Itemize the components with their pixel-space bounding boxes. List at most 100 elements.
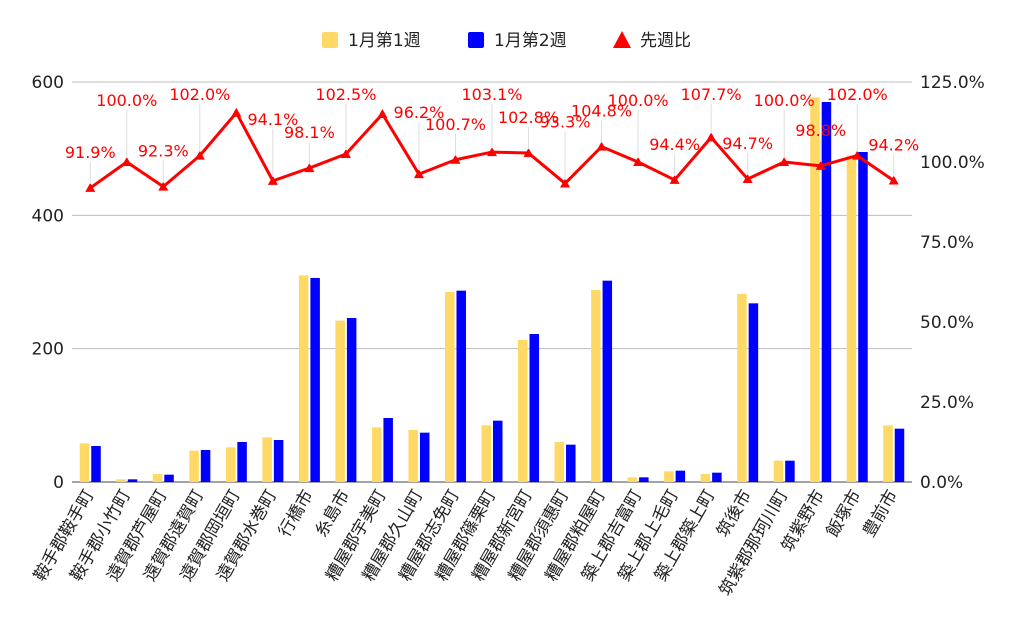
bar-week2 — [639, 477, 649, 482]
ratio-data-label: 94.4% — [649, 135, 700, 154]
bar-week1 — [664, 471, 674, 482]
right-tick-label: 25.0% — [920, 393, 974, 413]
bar-week1 — [737, 294, 747, 482]
ratio-marker — [706, 132, 717, 142]
bar-week2 — [748, 303, 759, 482]
ratio-marker — [560, 178, 571, 188]
ratio-data-label: 100.7% — [425, 115, 486, 134]
bar-week1 — [225, 447, 236, 482]
ratio-marker — [158, 181, 169, 191]
ratio-data-label: 100.0% — [96, 91, 157, 110]
legend-label: 先週比 — [640, 31, 691, 51]
ratio-data-label: 98.8% — [795, 121, 846, 140]
bar-week1 — [591, 290, 601, 482]
bar-week2 — [127, 479, 138, 482]
x-axis-ticks: 鞍手郡鞍手町鞍手郡小竹町遠賀郡芦屋町遠賀郡遠賀町遠賀郡岡垣町遠賀郡水巻町行橋市糸… — [30, 487, 902, 600]
ratio-line — [85, 107, 899, 192]
bar-week1 — [481, 425, 491, 482]
legend-triangle — [613, 31, 631, 48]
ratio-marker — [377, 109, 388, 118]
ratio-data-label: 96.2% — [394, 103, 445, 122]
ratio-data-label: 98.1% — [284, 123, 335, 142]
ratio-marker — [742, 173, 753, 183]
grid — [72, 81, 912, 483]
bar-week1 — [189, 450, 199, 482]
bar-week1 — [627, 477, 638, 482]
right-tick-label: 0.0% — [920, 473, 963, 493]
ratio-marker — [267, 175, 278, 185]
bar-week2 — [237, 442, 247, 482]
ratio-marker — [340, 149, 351, 158]
ratio-marker — [888, 175, 899, 185]
bar-week1 — [773, 460, 784, 482]
bar-week1 — [298, 275, 309, 482]
legend-swatch — [322, 32, 338, 48]
bar-week2 — [858, 152, 868, 482]
bar-week1 — [846, 155, 857, 483]
bar-week2 — [419, 432, 430, 482]
legend: 1月第1週 1月第2週 先週比 — [322, 31, 691, 51]
right-tick-label: 100.0% — [920, 153, 985, 173]
bar-week2 — [456, 290, 466, 482]
ratio-data-label: 94.7% — [722, 134, 773, 153]
bar-week2 — [602, 280, 613, 482]
legend-swatch — [468, 32, 484, 48]
ratio-marker — [815, 160, 826, 170]
ratio-data-label: 100.0% — [608, 91, 669, 110]
bar-week2 — [91, 446, 101, 482]
ratio-data-label: 103.1% — [461, 85, 522, 104]
bars — [79, 97, 905, 483]
bar-week1 — [79, 443, 90, 482]
ratio-data-label: 104.8% — [571, 102, 632, 121]
bar-week2 — [383, 418, 393, 482]
bar-week2 — [894, 428, 905, 482]
ratio-data-label: 94.1% — [247, 110, 298, 129]
right-tick-label: 125.0% — [920, 73, 985, 93]
ratio-marker — [85, 182, 96, 192]
bar-week2 — [675, 470, 686, 482]
bar-week1 — [116, 479, 126, 482]
legend-item: 先週比 — [613, 31, 691, 51]
bar-week1 — [408, 430, 418, 482]
legend-label: 1月第2週 — [494, 31, 567, 51]
ratio-marker — [779, 157, 790, 166]
bar-week2 — [346, 318, 357, 482]
x-tick-label: 行橋市 — [275, 487, 318, 541]
left-axis-ticks: 0 200 400 600 — [32, 73, 64, 493]
bar-week2 — [821, 102, 832, 482]
legend-label: 1月第1週 — [348, 31, 421, 51]
bar-week1 — [335, 320, 345, 482]
right-tick-label: 50.0% — [920, 313, 974, 333]
ratio-data-label: 102.8% — [498, 108, 559, 127]
ratio-data-label: 93.3% — [540, 112, 591, 131]
ratio-marker — [523, 148, 534, 158]
ratio-marker — [304, 163, 315, 173]
bar-week1 — [262, 437, 272, 482]
data-labels: 91.9% 100.0% 92.3% 102.0% 94.1%98.1% 102.5% 96… — [65, 85, 919, 184]
left-tick-label: 200 — [32, 340, 64, 360]
ratio-data-label: 107.7% — [681, 85, 742, 104]
right-axis-ticks: 0.0% 25.0% 50.0% 75.0% 100.0% 125.0% — [920, 73, 985, 493]
ratio-data-label: 94.2% — [868, 136, 919, 155]
bar-week1 — [554, 442, 565, 482]
ratio-marker — [487, 147, 497, 157]
legend-item: 1月第2週 — [468, 31, 567, 51]
ratio-data-label: 102.5% — [315, 85, 376, 104]
ratio-marker — [669, 174, 680, 184]
bar-week1 — [371, 427, 382, 482]
bar-week2 — [273, 440, 284, 482]
ratio-marker — [852, 150, 863, 160]
ratio-marker — [633, 157, 644, 166]
bar-week2 — [164, 474, 174, 482]
ratio-data-label: 100.0% — [754, 91, 815, 110]
ratio-marker — [231, 107, 242, 117]
bar-week2 — [200, 450, 211, 482]
bar-week1 — [152, 474, 163, 482]
ratio-marker — [121, 157, 132, 166]
bar-week1 — [518, 340, 528, 482]
ratio-marker — [596, 141, 607, 151]
bar-week2 — [566, 444, 576, 482]
ratio-data-label: 91.9% — [65, 143, 116, 162]
bar-week1 — [883, 425, 893, 482]
x-tick-label: 飯塚市 — [823, 487, 866, 541]
